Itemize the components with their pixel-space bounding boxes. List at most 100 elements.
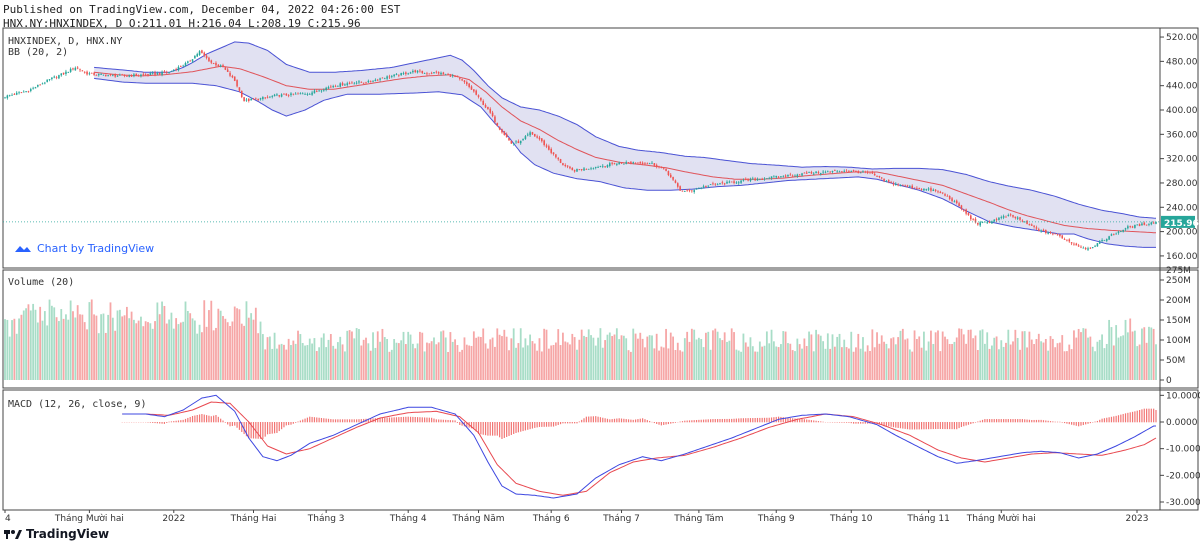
tradingview-logo[interactable]: TradingView [4, 527, 109, 541]
macd-histogram-bar [501, 422, 503, 439]
macd-histogram-bar [935, 422, 937, 430]
candle-body [541, 138, 543, 142]
candle-body [487, 106, 489, 110]
volume-bar [1026, 347, 1028, 380]
candle [1152, 221, 1155, 224]
macd-histogram-bar [175, 420, 177, 423]
price-pane-title: HNXINDEX, D, HNX.NY [8, 36, 123, 47]
macd-histogram-bar [515, 422, 517, 433]
chart-credit-link[interactable]: Chart by TradingView [14, 242, 154, 255]
candle-body [1045, 230, 1047, 233]
macd-histogram-bar [1087, 422, 1089, 424]
candle-body [323, 89, 325, 91]
candle-body [1096, 243, 1099, 247]
macd-histogram-bar [988, 419, 991, 423]
macd-histogram-bar [782, 417, 784, 423]
candle [264, 97, 267, 100]
volume-tick-label: 200M [1166, 296, 1191, 306]
candle [719, 182, 721, 185]
candle-body [215, 62, 217, 66]
candle-body [236, 80, 238, 87]
candle [487, 106, 489, 110]
candle-body [255, 98, 257, 100]
candle-body [212, 62, 215, 64]
candle [977, 222, 979, 226]
volume-bar [930, 330, 932, 380]
volume-bar [390, 349, 393, 380]
volume-bar [993, 337, 996, 380]
macd-histogram-bar [231, 422, 233, 426]
volume-bar [585, 336, 588, 380]
volume-bar [515, 347, 517, 380]
candle-body [641, 162, 644, 164]
candle [259, 97, 262, 101]
candle [337, 85, 339, 87]
candle-body [65, 71, 67, 75]
volume-bar [433, 337, 435, 380]
time-tick-label: Tháng 4 [389, 514, 427, 524]
volume-bar [463, 337, 466, 380]
macd-histogram-bar [391, 417, 393, 423]
price-tick-label: 440.00 [1166, 82, 1198, 92]
volume-bar [344, 351, 346, 380]
volume-bar [697, 337, 700, 380]
volume-bar [1136, 346, 1139, 380]
volume-bar [1007, 329, 1010, 380]
candle-body [475, 90, 477, 95]
candle-body [48, 79, 51, 80]
volume-bar [276, 348, 278, 380]
macd-histogram-bar [773, 417, 775, 423]
candle-body [491, 112, 494, 117]
candle-body [848, 171, 850, 172]
volume-bar [247, 317, 250, 380]
volume-bar [536, 350, 539, 380]
candle [88, 71, 91, 76]
volume-bar [205, 326, 208, 380]
macd-histogram-bar [630, 419, 632, 423]
volume-bar [651, 335, 653, 380]
candle-body [283, 93, 285, 95]
candle [784, 174, 787, 178]
candle [1054, 233, 1056, 235]
macd-histogram-bar [649, 420, 651, 423]
macd-histogram-bar [370, 418, 372, 423]
candle-body [780, 176, 782, 177]
macd-histogram-bar [574, 422, 576, 424]
macd-histogram-bar [686, 420, 688, 423]
candle [627, 161, 630, 164]
volume-bar [273, 332, 276, 380]
macd-histogram-bar [545, 422, 548, 427]
candle [899, 184, 902, 187]
candle-body [871, 171, 874, 174]
volume-bar [1112, 345, 1115, 380]
candle-body [890, 182, 892, 183]
volume-bar [805, 346, 808, 380]
candle-body [196, 54, 199, 57]
volume-bar [423, 351, 426, 380]
volume-bar [1080, 332, 1082, 380]
candle [311, 90, 313, 96]
volume-bar [271, 348, 274, 380]
volume-bar [1000, 340, 1003, 380]
volume-bar [1068, 344, 1071, 380]
candle [53, 75, 56, 79]
volume-bar [545, 329, 548, 380]
volume-bar [524, 338, 527, 380]
volume-bar [726, 341, 728, 380]
candle [1052, 233, 1054, 236]
macd-histogram-bar [1148, 408, 1150, 423]
candle [911, 184, 914, 190]
macd-histogram-bar [1063, 422, 1066, 424]
candle-body [573, 170, 576, 172]
candle [995, 217, 998, 222]
macd-histogram-bar [416, 417, 419, 423]
macd-histogram-bar [238, 422, 241, 430]
candle-body [834, 170, 836, 171]
candle-body [247, 98, 250, 102]
macd-histogram-bar [644, 419, 646, 423]
macd-histogram-bar [447, 420, 449, 423]
volume-bar [932, 343, 935, 380]
candle [426, 71, 428, 76]
candle-body [187, 61, 189, 63]
